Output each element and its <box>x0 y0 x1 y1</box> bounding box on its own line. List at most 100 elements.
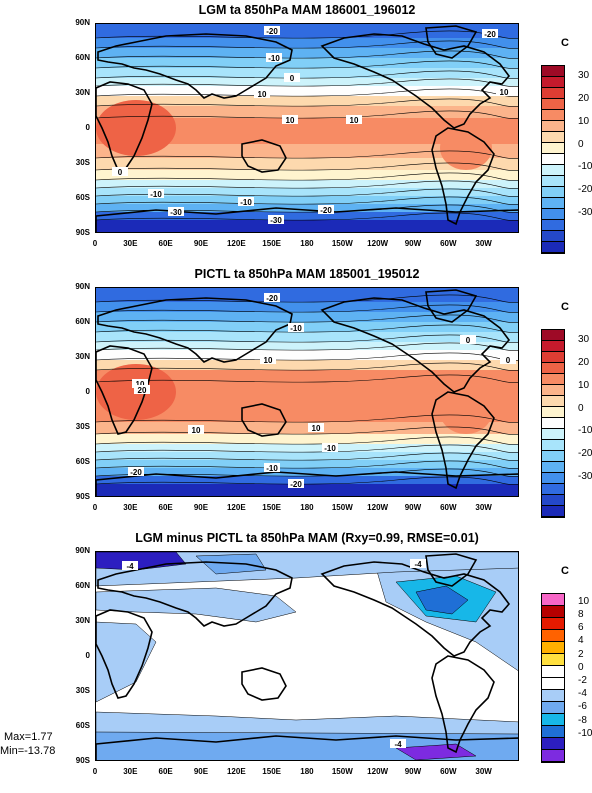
svg-text:10: 10 <box>500 88 509 97</box>
colorbar-tick-label: -8 <box>578 714 587 726</box>
contour-label: -10 <box>322 443 338 453</box>
temperature-band <box>96 212 518 220</box>
svg-text:10: 10 <box>136 380 145 389</box>
colorbar-swatch <box>542 352 564 363</box>
colorbar-swatch <box>542 440 564 451</box>
colorbar-tick-label: 20 <box>578 92 590 104</box>
lon-tick-label: 120W <box>367 503 389 512</box>
colorbar-swatch <box>542 594 564 606</box>
map-canvas: -4 -4 -4 <box>96 552 518 760</box>
lon-tick-label: 150W <box>331 767 353 776</box>
svg-text:0: 0 <box>118 168 123 177</box>
temperature-band <box>96 170 518 180</box>
contour-label: -10 <box>148 189 164 199</box>
colorbar-swatch <box>542 606 564 618</box>
lon-tick-label: 90W <box>404 503 422 512</box>
colorbar-swatch <box>542 702 564 714</box>
colorbar-unit: C <box>561 37 569 49</box>
contour-line <box>96 436 518 445</box>
colorbar-swatch <box>542 654 564 666</box>
svg-text:-10: -10 <box>150 190 162 199</box>
temperature-band <box>96 68 518 78</box>
lon-tick-label: 0 <box>92 503 98 512</box>
colorbar-swatch <box>542 154 564 165</box>
contour-label: -30 <box>168 207 184 217</box>
colorbar-swatch <box>542 407 564 418</box>
temperature-band <box>96 322 518 332</box>
colorbar-swatch <box>542 666 564 678</box>
temperature-band <box>96 476 518 484</box>
lon-tick-label: 180 <box>300 239 314 248</box>
contour-line <box>96 352 518 361</box>
map-panel-1: LGM ta 850hPa MAM 186001_196012 -20 -20 -10… <box>0 3 592 265</box>
lon-tick-label: 90E <box>193 239 209 248</box>
colorbar-tick-label: -10 <box>578 425 592 437</box>
svg-text:0: 0 <box>506 356 511 365</box>
contour-line <box>96 452 518 461</box>
lon-tick-label: 30E <box>123 767 138 776</box>
lon-tick-label: 150E <box>262 503 281 512</box>
colorbar-swatch <box>542 220 564 231</box>
lon-tick-label: 90E <box>193 503 209 512</box>
lon-tick-label: 60E <box>158 503 173 512</box>
temperature-band <box>96 444 518 452</box>
contour-line <box>96 196 518 205</box>
colorbar-swatch <box>542 187 564 198</box>
temperature-band <box>96 342 518 350</box>
lat-tick-label: 60N <box>75 317 90 326</box>
colorbar-unit: C <box>561 301 569 313</box>
svg-text:-30: -30 <box>170 208 182 217</box>
temperature-band <box>96 302 518 312</box>
colorbar-tick-label: 10 <box>578 595 590 607</box>
colorbar-swatch <box>542 418 564 429</box>
colorbar-tick-label: 2 <box>578 648 584 660</box>
lon-tick-label: 120E <box>226 239 246 248</box>
svg-text:-20: -20 <box>266 27 278 36</box>
colorbar-swatch <box>542 642 564 654</box>
svg-text:10: 10 <box>258 90 267 99</box>
contour-label: -20 <box>128 467 144 477</box>
lon-tick-label: 180 <box>300 767 314 776</box>
contour-line <box>96 50 518 59</box>
temperature-band <box>96 408 518 422</box>
colorbar-tick-label: 0 <box>578 661 584 673</box>
lat-tick-label: 0 <box>85 651 90 660</box>
colorbar-swatch <box>542 121 564 132</box>
contour-line <box>96 374 518 383</box>
temperature-band <box>96 144 518 158</box>
contour-line <box>96 70 518 79</box>
contour-line <box>96 110 518 119</box>
temperature-band <box>96 48 518 58</box>
svg-text:-20: -20 <box>320 206 332 215</box>
lon-tick-label: 150W <box>331 503 353 512</box>
lon-tick-label: 120W <box>367 239 389 248</box>
colorbar-swatch <box>542 473 564 484</box>
colorbar-swatch <box>542 385 564 396</box>
colorbar-swatch <box>542 110 564 121</box>
colorbar-tick-label: 4 <box>578 635 584 647</box>
colorbar-tick-label: -20 <box>578 448 592 460</box>
colorbar-swatch <box>542 330 564 341</box>
colorbar-tick-label: -30 <box>578 207 592 219</box>
lat-tick-label: 60N <box>75 581 90 590</box>
svg-text:-4: -4 <box>126 562 134 571</box>
temperature-band <box>96 360 518 370</box>
contour-label: -4 <box>122 561 138 571</box>
svg-text:-20: -20 <box>130 468 142 477</box>
contour-label: -20 <box>288 479 304 489</box>
map-panel-3: LGM minus PICTL ta 850hPa MAM (Rxy=0.99,… <box>0 531 592 793</box>
svg-text:-10: -10 <box>324 444 336 453</box>
colorbar-swatch <box>542 462 564 473</box>
temperature-band <box>96 350 518 360</box>
anomaly-region <box>415 585 469 615</box>
colorbar-swatch <box>542 132 564 143</box>
colorbar-swatch <box>542 495 564 506</box>
lon-tick-label: 120W <box>367 767 389 776</box>
colorbar-tick-label: 10 <box>578 379 590 391</box>
colorbar-swatch <box>542 738 564 750</box>
svg-text:10: 10 <box>312 424 321 433</box>
colorbar-swatch <box>542 506 564 517</box>
contour-label: 0 <box>112 167 128 177</box>
colorbar-swatch <box>542 231 564 242</box>
stat-min: Min=-13.78 <box>0 745 56 757</box>
